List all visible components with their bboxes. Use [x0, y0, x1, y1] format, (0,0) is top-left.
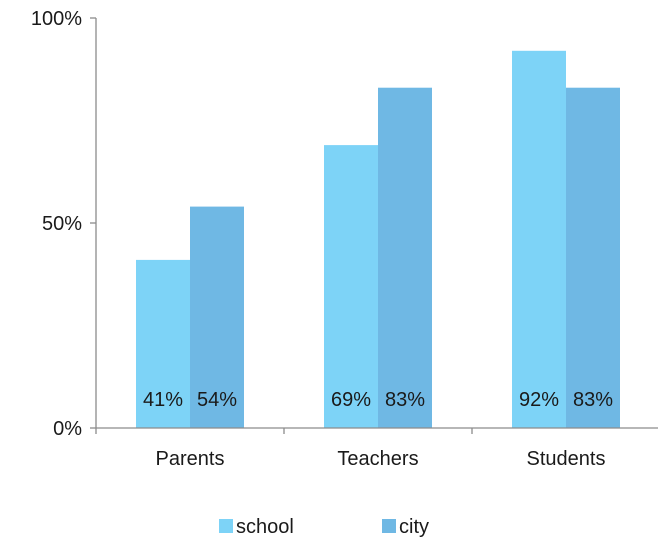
data-label-school-students: 92%	[519, 389, 559, 411]
y-tick-label: 50%	[42, 213, 82, 235]
category-label-parents: Parents	[156, 448, 225, 470]
legend-swatch-school	[219, 519, 233, 533]
legend-label-city: city	[399, 516, 429, 538]
bar-school-students	[512, 50, 566, 429]
legend: school city	[219, 516, 429, 538]
data-label-school-parents: 41%	[143, 389, 183, 411]
bar-city-students	[566, 87, 620, 428]
data-label-city-parents: 54%	[197, 389, 237, 411]
bar-school-teachers	[324, 145, 378, 428]
y-tick-label: 0%	[53, 418, 82, 440]
bar-school-parents	[136, 259, 190, 428]
legend-swatch-city	[382, 519, 396, 533]
data-labels-group: 41% 54% 69% 83% 92% 83%	[143, 389, 613, 411]
legend-label-school: school	[236, 516, 294, 538]
category-label-students: Students	[527, 448, 606, 470]
bar-city-teachers	[378, 87, 432, 428]
y-axis-ticks: 0% 50% 100%	[31, 8, 96, 440]
category-labels: Parents Teachers Students	[156, 448, 606, 470]
x-axis-ticks	[95, 428, 473, 434]
y-tick-label: 100%	[31, 8, 82, 30]
data-label-city-teachers: 83%	[385, 389, 425, 411]
bar-city-parents	[190, 206, 244, 428]
category-label-teachers: Teachers	[337, 448, 418, 470]
data-label-school-teachers: 69%	[331, 389, 371, 411]
bars-group	[136, 50, 620, 429]
data-label-city-students: 83%	[573, 389, 613, 411]
